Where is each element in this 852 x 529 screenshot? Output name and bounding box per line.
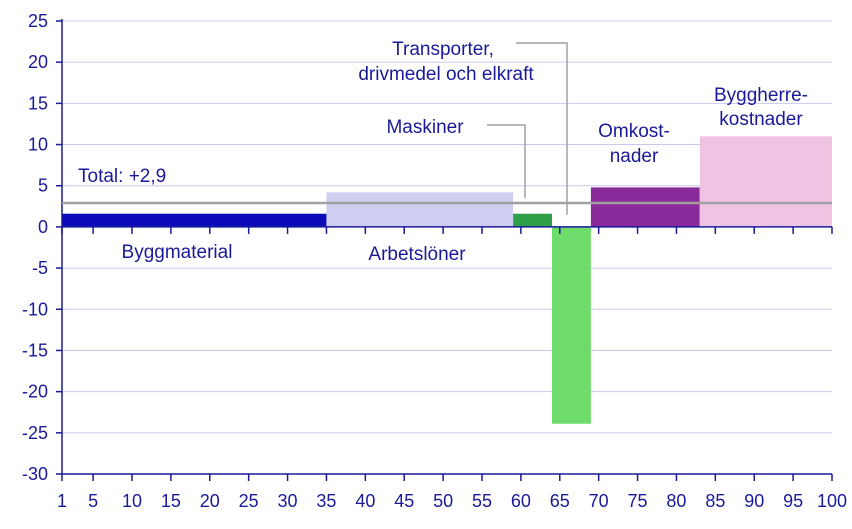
bar-1 — [326, 192, 514, 227]
bar-3 — [552, 226, 591, 424]
x-tick-label-5: 5 — [88, 491, 98, 511]
x-tick-label-10: 10 — [122, 491, 142, 511]
y-tick-label-5: 5 — [38, 176, 48, 196]
y-tick-label--5: -5 — [32, 258, 48, 278]
x-tick-label-60: 60 — [511, 491, 531, 511]
axes — [56, 19, 833, 481]
x-tick-label-70: 70 — [589, 491, 609, 511]
y-tick-label-0: 0 — [38, 217, 48, 237]
label-omkost-line1: Omkost- — [598, 121, 670, 142]
x-tick-label-85: 85 — [705, 491, 725, 511]
x-tick-label-80: 80 — [666, 491, 686, 511]
x-tick-label-65: 65 — [550, 491, 570, 511]
y-tick-labels: 25 20 15 10 5 0 -5 -10 -15 -20 -25 -30 — [22, 11, 48, 484]
leader-transporter — [516, 42, 568, 215]
label-transporter-line2: drivmedel och elkraft — [358, 64, 534, 85]
label-maskiner: Maskiner — [386, 117, 464, 138]
x-tick-label-75: 75 — [628, 491, 648, 511]
x-tick-label-50: 50 — [433, 491, 453, 511]
bar-5 — [699, 136, 832, 227]
leader-lines — [487, 42, 568, 215]
x-tick-label-100: 100 — [817, 491, 847, 511]
y-tick-label-20: 20 — [28, 52, 48, 72]
label-arbetsloner: Arbetslöner — [368, 244, 466, 265]
x-tick-label-90: 90 — [744, 491, 764, 511]
bar-0 — [62, 213, 327, 227]
y-tick-label-25: 25 — [28, 11, 48, 31]
y-tick-label--20: -20 — [22, 382, 48, 402]
x-tick-label-30: 30 — [278, 491, 298, 511]
bars — [62, 136, 832, 424]
x-tick-label-20: 20 — [200, 491, 220, 511]
x-tick-label-40: 40 — [355, 491, 375, 511]
x-tick-label-45: 45 — [394, 491, 414, 511]
y-tick-label--15: -15 — [22, 340, 48, 360]
label-transporter-line1: Transporter, — [392, 39, 494, 60]
bar-2 — [513, 213, 552, 227]
x-tick-label-15: 15 — [161, 491, 181, 511]
x-tick-label-35: 35 — [316, 491, 336, 511]
x-tick-label-1: 1 — [57, 491, 67, 511]
y-tick-label-15: 15 — [28, 93, 48, 113]
bar-4 — [590, 187, 700, 227]
x-tick-label-25: 25 — [239, 491, 259, 511]
x-tick-label-55: 55 — [472, 491, 492, 511]
y-tick-label--25: -25 — [22, 423, 48, 443]
y-tick-label--10: -10 — [22, 299, 48, 319]
label-byggherre-line1: Byggherre- — [714, 85, 808, 106]
x-tick-labels: 1 5 10 15 20 25 30 35 40 45 50 55 60 65 70 75 80 85 90 95 10… — [57, 491, 847, 511]
y-tick-label-10: 10 — [28, 135, 48, 155]
label-byggmaterial: Byggmaterial — [122, 242, 233, 263]
label-omkost-line2: nader — [610, 146, 659, 167]
label-byggherre-line2: kostnader — [719, 109, 803, 130]
x-tick-label-95: 95 — [783, 491, 803, 511]
y-tick-label--30: -30 — [22, 464, 48, 484]
total-label: Total: +2,9 — [78, 166, 166, 187]
leader-maskiner — [487, 124, 526, 198]
